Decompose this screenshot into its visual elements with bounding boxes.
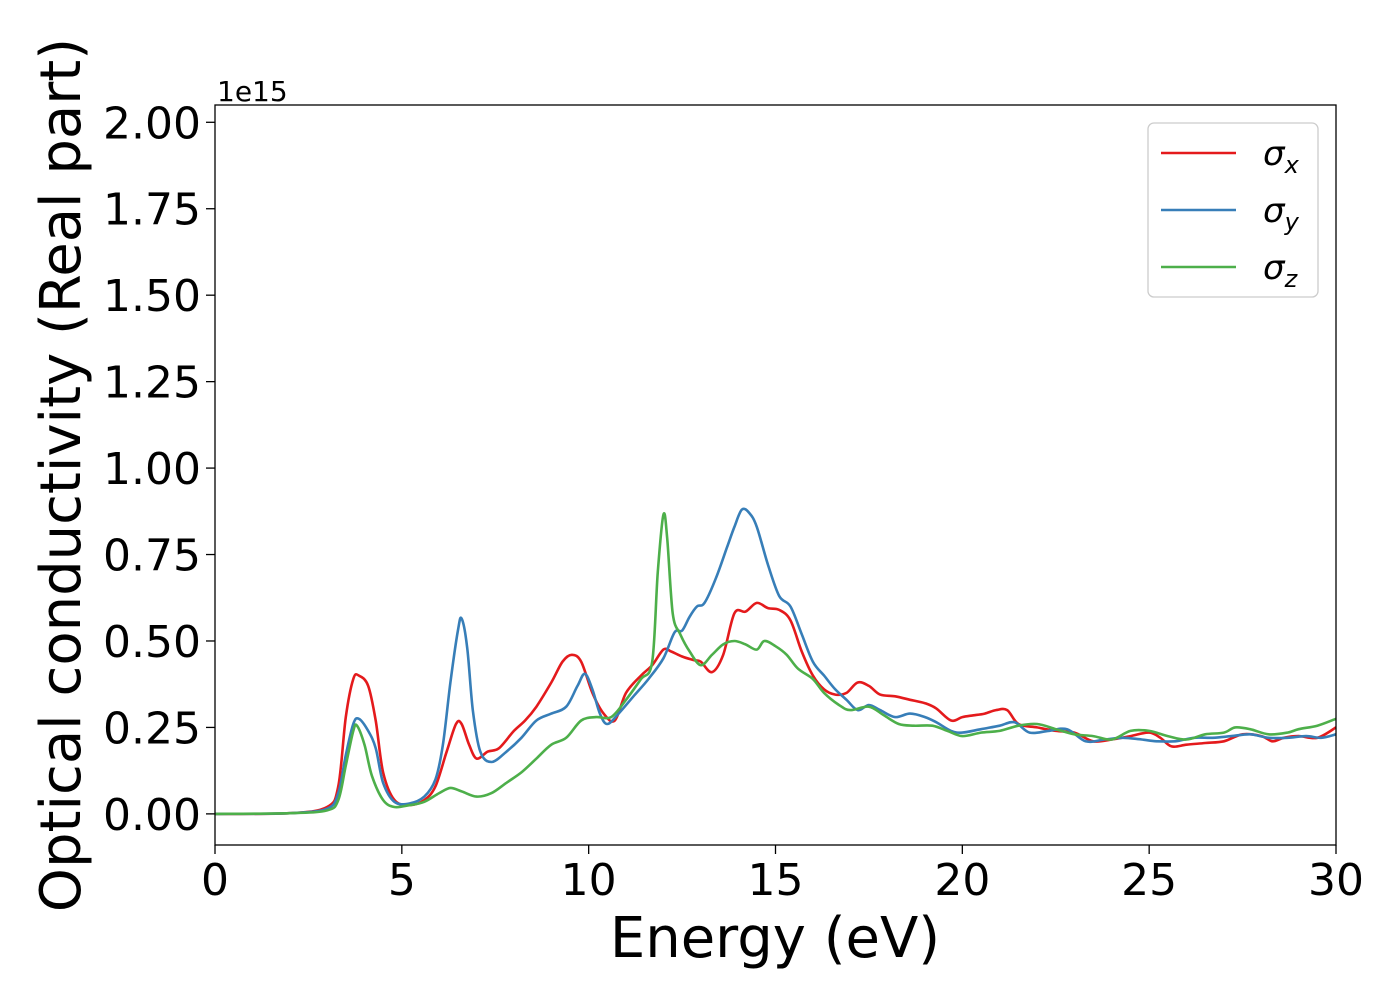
- y-tick-label: 1.50: [103, 271, 201, 322]
- y-tick-label: 2.00: [103, 98, 201, 149]
- legend-entry-sigma-x: σx: [1161, 134, 1300, 179]
- x-tick-label: 30: [1308, 855, 1364, 906]
- x-tick-label: 10: [561, 855, 617, 906]
- y-tick-label: 0.50: [103, 617, 201, 668]
- y-axis: 0.00 0.25 0.50 0.75 1.00 1.25 1.50 1.75 2.00: [103, 98, 215, 841]
- y-tick-label: 1.75: [103, 185, 201, 236]
- sigma-z-line: [214, 512, 1337, 816]
- x-tick-label: 25: [1121, 855, 1177, 906]
- legend-label: σy: [1263, 191, 1300, 236]
- legend-label: σz: [1263, 248, 1299, 293]
- legend: σx σy σz: [1147, 122, 1319, 298]
- x-tick-label: 5: [388, 855, 416, 906]
- legend-entry-sigma-y: σy: [1161, 191, 1300, 236]
- y-tick-label: 0.25: [103, 703, 201, 754]
- sigma-y-line: [214, 507, 1337, 816]
- y-tick-label: 0.75: [103, 531, 201, 582]
- x-axis: 0 5 10 15 20 25 30: [201, 845, 1364, 906]
- x-tick-label: 15: [748, 855, 804, 906]
- y-tick-label: 1.00: [103, 444, 201, 495]
- y-tick-label: 1.25: [103, 358, 201, 409]
- x-axis-title: Energy (eV): [610, 906, 940, 971]
- legend-entry-sigma-z: σz: [1161, 248, 1299, 293]
- y-axis-title: Optical conductivity (Real part): [29, 38, 94, 912]
- series-layer: [214, 507, 1337, 816]
- x-tick-label: 0: [201, 855, 229, 906]
- y-tick-label: 0.00: [103, 790, 201, 841]
- legend-label: σx: [1263, 134, 1300, 179]
- x-tick-label: 20: [934, 855, 990, 906]
- y-offset-label: 1e15: [217, 75, 288, 108]
